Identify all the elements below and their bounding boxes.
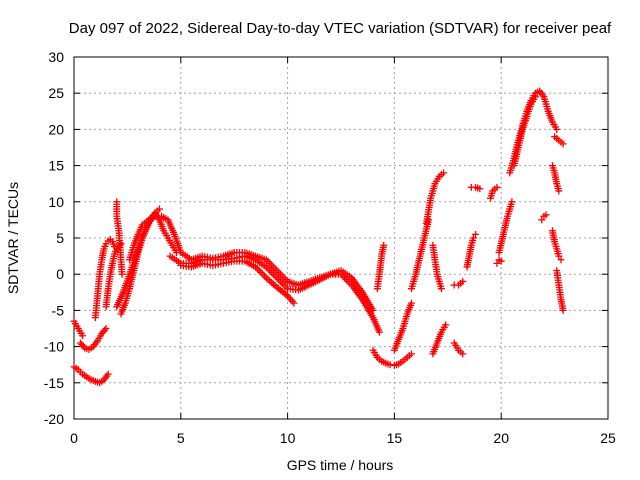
y-tick-label: 25 bbox=[48, 85, 64, 101]
x-tick-label: 10 bbox=[280, 430, 296, 446]
data-point-plus bbox=[102, 325, 110, 332]
data-point-plus bbox=[553, 125, 561, 133]
x-tick-label: 5 bbox=[177, 430, 185, 446]
data-point-plus bbox=[290, 299, 298, 307]
series-arc-10 bbox=[166, 252, 383, 336]
x-axis-label: GPS time / hours bbox=[287, 457, 394, 473]
series-arc-14 bbox=[390, 299, 415, 354]
series-arc-2 bbox=[70, 363, 112, 387]
y-tick-label: 10 bbox=[48, 194, 64, 210]
data-point-plus-interp bbox=[268, 279, 276, 287]
x-tick-label: 15 bbox=[387, 430, 403, 446]
series-arc-11 bbox=[177, 257, 298, 307]
series-arc-24 bbox=[493, 256, 505, 267]
data-point-plus bbox=[118, 270, 126, 278]
data-point-plus bbox=[442, 321, 450, 329]
y-tick-label: 0 bbox=[56, 266, 64, 282]
data-point-plus bbox=[459, 350, 467, 358]
chart-title: Day 097 of 2022, Sidereal Day-to-day VTE… bbox=[69, 20, 612, 37]
series-arc-16 bbox=[422, 169, 448, 228]
data-point-plus-interp bbox=[264, 275, 272, 283]
data-point-plus-interp bbox=[269, 280, 277, 288]
data-point-plus bbox=[380, 241, 388, 249]
series-arc-13 bbox=[373, 241, 388, 293]
data-marks bbox=[70, 87, 567, 387]
y-tick-label: 15 bbox=[48, 158, 64, 174]
data-point-plus bbox=[472, 230, 480, 238]
data-point-plus bbox=[440, 169, 448, 177]
data-point-plus bbox=[493, 183, 501, 191]
data-point-plus bbox=[555, 187, 563, 195]
series-arc-19 bbox=[450, 277, 467, 289]
series-arc-29 bbox=[548, 162, 563, 195]
data-point-plus bbox=[79, 332, 87, 340]
y-tick-label: -15 bbox=[44, 375, 64, 391]
data-point-plus bbox=[386, 361, 394, 369]
data-point-plus bbox=[497, 257, 505, 265]
x-tick-label: 0 bbox=[70, 430, 78, 446]
data-point-plus bbox=[407, 350, 415, 358]
series-arc-30 bbox=[538, 211, 550, 224]
data-point-plus bbox=[407, 299, 415, 307]
y-tick-label: 30 bbox=[48, 49, 64, 65]
series-arc-28 bbox=[551, 133, 567, 148]
data-point-plus bbox=[508, 198, 516, 206]
series-arc-6 bbox=[113, 198, 126, 278]
y-tick-label: 5 bbox=[56, 230, 64, 246]
series-arc-20 bbox=[450, 339, 467, 358]
data-point-plus bbox=[531, 93, 539, 101]
y-axis-label: SDTVAR / TECUs bbox=[5, 182, 21, 294]
series-arc-27 bbox=[510, 93, 539, 170]
x-tick-labels: 0 5 10 15 20 25 bbox=[70, 430, 616, 446]
x-tick-label: 25 bbox=[600, 430, 616, 446]
data-point-plus bbox=[559, 306, 567, 314]
data-point-plus bbox=[104, 370, 112, 378]
series-arc-15 bbox=[407, 216, 433, 293]
data-point-plus bbox=[555, 252, 563, 260]
data-point-plus bbox=[155, 205, 163, 213]
data-point-plus bbox=[476, 185, 484, 193]
series-arc-21 bbox=[463, 230, 480, 271]
series-arc-22 bbox=[467, 183, 484, 193]
y-tick-label: -10 bbox=[44, 339, 64, 355]
data-point-plus bbox=[437, 285, 445, 293]
series-arc-32 bbox=[553, 267, 567, 314]
series-arc-25 bbox=[495, 198, 516, 256]
data-point-plus bbox=[375, 328, 383, 336]
y-tick-label: 20 bbox=[48, 121, 64, 137]
series-arc-4 bbox=[91, 235, 119, 322]
y-tick-labels: -20 -15 -10 -5 0 5 10 15 20 25 30 bbox=[44, 49, 64, 427]
data-point-plus bbox=[493, 259, 501, 267]
series-arc-5 bbox=[102, 240, 125, 311]
data-point-plus bbox=[542, 211, 550, 219]
series-arc-18 bbox=[429, 321, 450, 358]
series-arc-12 bbox=[369, 346, 415, 369]
y-tick-label: -5 bbox=[52, 302, 65, 318]
data-point-plus bbox=[117, 240, 125, 248]
series-arc-3 bbox=[76, 325, 110, 353]
axis-ticks bbox=[73, 56, 609, 420]
data-point-plus bbox=[538, 216, 546, 224]
data-point-plus bbox=[469, 234, 477, 242]
data-point-plus bbox=[559, 140, 567, 148]
x-tick-label: 20 bbox=[493, 430, 509, 446]
data-point-plus bbox=[557, 256, 565, 264]
y-tick-label: -20 bbox=[44, 411, 64, 427]
data-point-plus-interp bbox=[266, 277, 274, 285]
series-arc-1 bbox=[70, 317, 87, 340]
series-arc-31 bbox=[548, 227, 565, 264]
data-point-plus bbox=[459, 277, 467, 285]
series-arc-23 bbox=[487, 183, 501, 202]
series-arc-17 bbox=[429, 241, 445, 293]
